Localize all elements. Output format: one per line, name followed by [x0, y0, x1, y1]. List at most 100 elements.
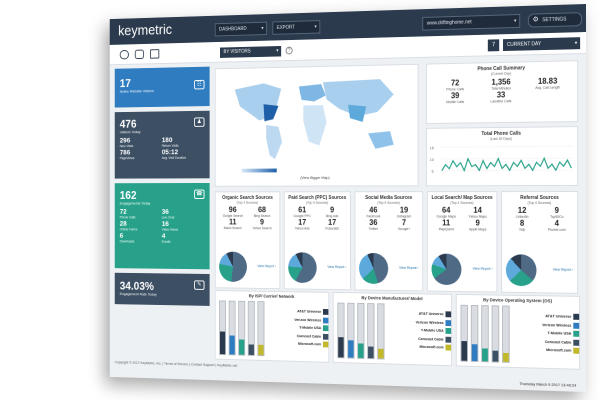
active-visitors-label: Active Website Visitors [120, 87, 205, 93]
gear-icon: ⚙ [533, 14, 539, 26]
legend-label: Verizon Wireless [416, 320, 444, 324]
referral-view-report-link[interactable]: View Report › [553, 268, 574, 272]
legend-swatch [323, 317, 328, 323]
legend-swatch [446, 312, 452, 318]
legend-label: Microsoft.com [420, 345, 444, 350]
bar [367, 303, 374, 359]
pageviews-label: PageViews [120, 156, 162, 161]
source-value: 68 [247, 206, 276, 215]
settings-button[interactable]: ⚙ SETTINGS [528, 12, 582, 28]
source-label: Apple Maps [462, 227, 494, 231]
paid-search-card: Paid Search (PPC) Sources (Top 4 Sources… [284, 191, 351, 290]
legend-swatch [446, 328, 452, 334]
view-select-label: BY VISITORS [223, 49, 250, 55]
cloud-icon[interactable] [120, 50, 129, 59]
bar-fill [503, 353, 509, 362]
legend-item: Microsoft.com [273, 339, 328, 348]
organic-view-report-link[interactable]: View Report › [257, 264, 276, 268]
bar [229, 301, 236, 356]
local-view-report-link[interactable]: View Report › [473, 267, 493, 271]
chevron-down-icon: ▾ [276, 46, 278, 57]
legend-swatch [323, 326, 328, 332]
source-value: 9 [247, 218, 276, 227]
visitors-today-tile[interactable]: 476 Visitors Today 296 New Visits 180 Retur… [115, 111, 210, 179]
engagement-rate-tile[interactable]: 34.03% Engagement Rate Today ✎ [115, 273, 210, 306]
export-label: EXPORT [277, 25, 295, 31]
dashboard-window: keymetric DASHBOARD ▾ EXPORT ▾ www.driftin… [110, 4, 586, 392]
source-label: Yahoo Search [247, 226, 276, 230]
live-chat-value: 36 [162, 208, 205, 216]
chevron-down-icon: ▾ [514, 15, 516, 27]
visitors-today-label: Visitors Today [120, 129, 205, 135]
logo: keymetric [118, 22, 172, 39]
bar [238, 301, 245, 356]
avg-call-length-text: Avg. Call Length [524, 85, 571, 90]
site-selector[interactable]: www.driftinghome.net ▾ [422, 14, 520, 31]
monitor-icon[interactable] [150, 49, 159, 59]
source-value: 19 [389, 206, 420, 215]
bar-fill [472, 344, 478, 361]
group-icon: ♟ [194, 117, 204, 127]
active-visitors-tile[interactable]: 17 Active Website Visitors ☷ [115, 67, 210, 108]
help-icon[interactable]: ? [286, 47, 293, 55]
legend-swatch [573, 331, 579, 337]
bar-fill [258, 345, 263, 356]
paid-view-report-link[interactable]: View Report › [327, 265, 346, 269]
engagements-tile[interactable]: 162 Engagements Today 72 Phone Calls 36 Liv… [115, 183, 210, 269]
legend-item: Microsoft.com [519, 345, 579, 355]
dashboard-dropdown[interactable]: DASHBOARD ▾ [215, 22, 267, 37]
export-dropdown[interactable]: EXPORT ▾ [272, 20, 320, 35]
source-label: Google+ [389, 227, 420, 231]
isp-legend: AT&T Universe Verizon Wireless T-Mobile US… [273, 307, 328, 349]
bar-fill [358, 344, 363, 358]
legend-swatch [573, 339, 579, 345]
organic-search-card: Organic Search Sources (Top 4 Sources) 9… [215, 191, 280, 289]
os-bar-chart [460, 305, 515, 363]
view-select[interactable]: BY VISITORS ▾ [220, 46, 281, 58]
legend-label: Microsoft.com [546, 348, 571, 353]
local-search-card: Local Search/ Map Sources (Top 4 Sources… [427, 191, 497, 293]
visitor-map[interactable]: (View Bigger Map) [215, 64, 419, 187]
tools-icon[interactable] [135, 50, 144, 60]
legend-item: Microsoft.com [394, 342, 451, 352]
legend-label: Comcast Cable [297, 334, 321, 338]
source-value: 9 [317, 206, 347, 215]
phone-summary-card: Phone Call Summary (Current Day) 72 Phone… [426, 60, 578, 124]
source-value: 4 [539, 219, 574, 228]
phone-chat-icon: ☎ [194, 190, 204, 199]
bar-fill [348, 340, 353, 357]
engagements-label: Engagements Today [120, 201, 205, 206]
legend-label: Comcast Cable [545, 340, 572, 345]
bar [377, 303, 384, 359]
source-value: 7 [389, 218, 420, 227]
isp-bar-chart [219, 300, 270, 356]
legend-label: Verizon Wireless [294, 318, 321, 322]
source-label: Twitter [358, 227, 389, 231]
referral-pie-chart [506, 254, 537, 286]
phone-calls-line-chart: 15 10 5 [427, 140, 577, 184]
source-value: 9 [539, 206, 574, 215]
footer-copyright: Copyright © 2017 KeyMetric, Inc. | Terms… [115, 360, 238, 367]
legend-swatch [323, 342, 328, 348]
view-bigger-map-link[interactable]: (View Bigger Map) [216, 175, 418, 180]
legend-swatch [323, 334, 328, 340]
social-view-report-link[interactable]: View Report › [399, 266, 418, 270]
downloads-label: Downloads [120, 240, 162, 245]
date-range-select[interactable]: CURRENT DAY ▾ [503, 37, 580, 51]
bar-fill [368, 346, 373, 358]
y-tick-15: 15 [430, 146, 434, 150]
chevron-down-icon: ▾ [261, 23, 263, 34]
source-value: 17 [317, 218, 347, 227]
manufacturer-card: By Device Manufacturer/ Model AT&T Unive… [333, 292, 452, 366]
bar [502, 306, 510, 363]
legend-swatch [446, 336, 452, 342]
y-tick-5: 5 [432, 170, 434, 174]
isp-card: By ISP/ Carrier/ Network AT&T Universe Ve… [215, 290, 329, 363]
bar-fill [493, 350, 499, 361]
source-label: Yahoo Ads [287, 227, 317, 231]
bar [357, 303, 364, 359]
source-value: 64 [431, 206, 462, 215]
manufacturer-bar-chart [337, 303, 390, 360]
bar-fill [461, 341, 467, 361]
calendar-icon[interactable]: 7 [488, 39, 499, 51]
